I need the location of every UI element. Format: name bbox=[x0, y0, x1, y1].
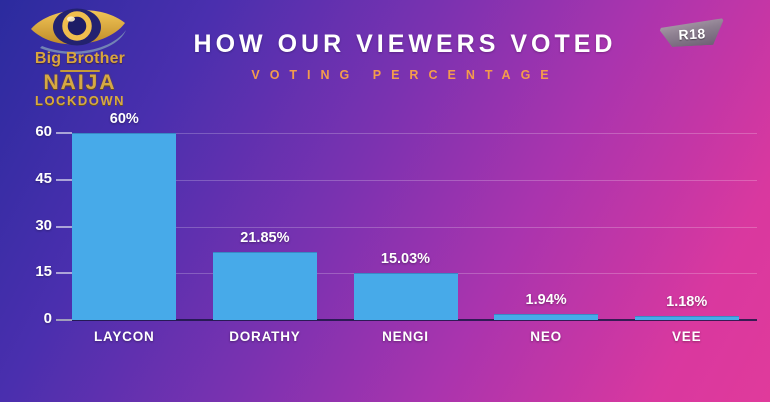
page-subtitle: VOTING PERCENTAGE bbox=[251, 68, 559, 82]
bar-value-laycon: 60% bbox=[109, 111, 139, 127]
gridline-60 bbox=[72, 133, 757, 134]
y-tick-label-15: 15 bbox=[35, 263, 52, 281]
y-tick-30 bbox=[56, 225, 72, 228]
page-title: HOW OUR VIEWERS VOTED bbox=[193, 30, 617, 58]
logo-brand-text: Big Brother bbox=[34, 50, 126, 67]
y-tick-45 bbox=[56, 178, 72, 181]
bar-category-label-laycon: LAYCON bbox=[94, 329, 155, 344]
chart-header: HOW OUR VIEWERS VOTED VOTING PERCENTAGE bbox=[150, 30, 660, 82]
bar-category-label-neo: NEO bbox=[530, 329, 562, 344]
y-tick-60 bbox=[56, 132, 72, 134]
bar-laycon bbox=[72, 133, 177, 320]
logo-divider bbox=[60, 70, 100, 72]
y-tick-label-60: 60 bbox=[35, 123, 52, 140]
logo-name-text: NAIJA bbox=[43, 71, 117, 94]
y-tick-15 bbox=[56, 272, 72, 275]
y-tick-label-30: 30 bbox=[35, 216, 52, 234]
y-tick-label-0: 0 bbox=[43, 310, 52, 327]
bar-nengi bbox=[353, 273, 458, 320]
bar-value-neo: 1.94% bbox=[525, 291, 567, 308]
gridline-45 bbox=[72, 179, 757, 181]
bar-category-label-dorathy: DORATHY bbox=[229, 329, 301, 344]
logo-edition-text: LOCKDOWN bbox=[35, 93, 125, 108]
gridline-30 bbox=[72, 226, 757, 228]
bar-value-nengi: 15.03% bbox=[380, 251, 431, 268]
bar-dorathy bbox=[212, 251, 317, 320]
x-axis-line bbox=[56, 319, 757, 321]
y-tick-0 bbox=[56, 319, 72, 321]
bar-neo bbox=[494, 313, 599, 320]
bar-value-vee: 1.18% bbox=[666, 294, 708, 311]
bar-category-label-vee: VEE bbox=[671, 329, 702, 344]
big-brother-eye-icon bbox=[31, 8, 126, 54]
bar-category-label-nengi: NENGI bbox=[382, 329, 429, 344]
big-brother-logo: Big Brother NAIJA LOCKDOWN bbox=[14, 2, 146, 108]
y-tick-label-45: 45 bbox=[35, 169, 52, 187]
bar-value-dorathy: 21.85% bbox=[240, 229, 290, 246]
bar-vee bbox=[634, 316, 739, 320]
